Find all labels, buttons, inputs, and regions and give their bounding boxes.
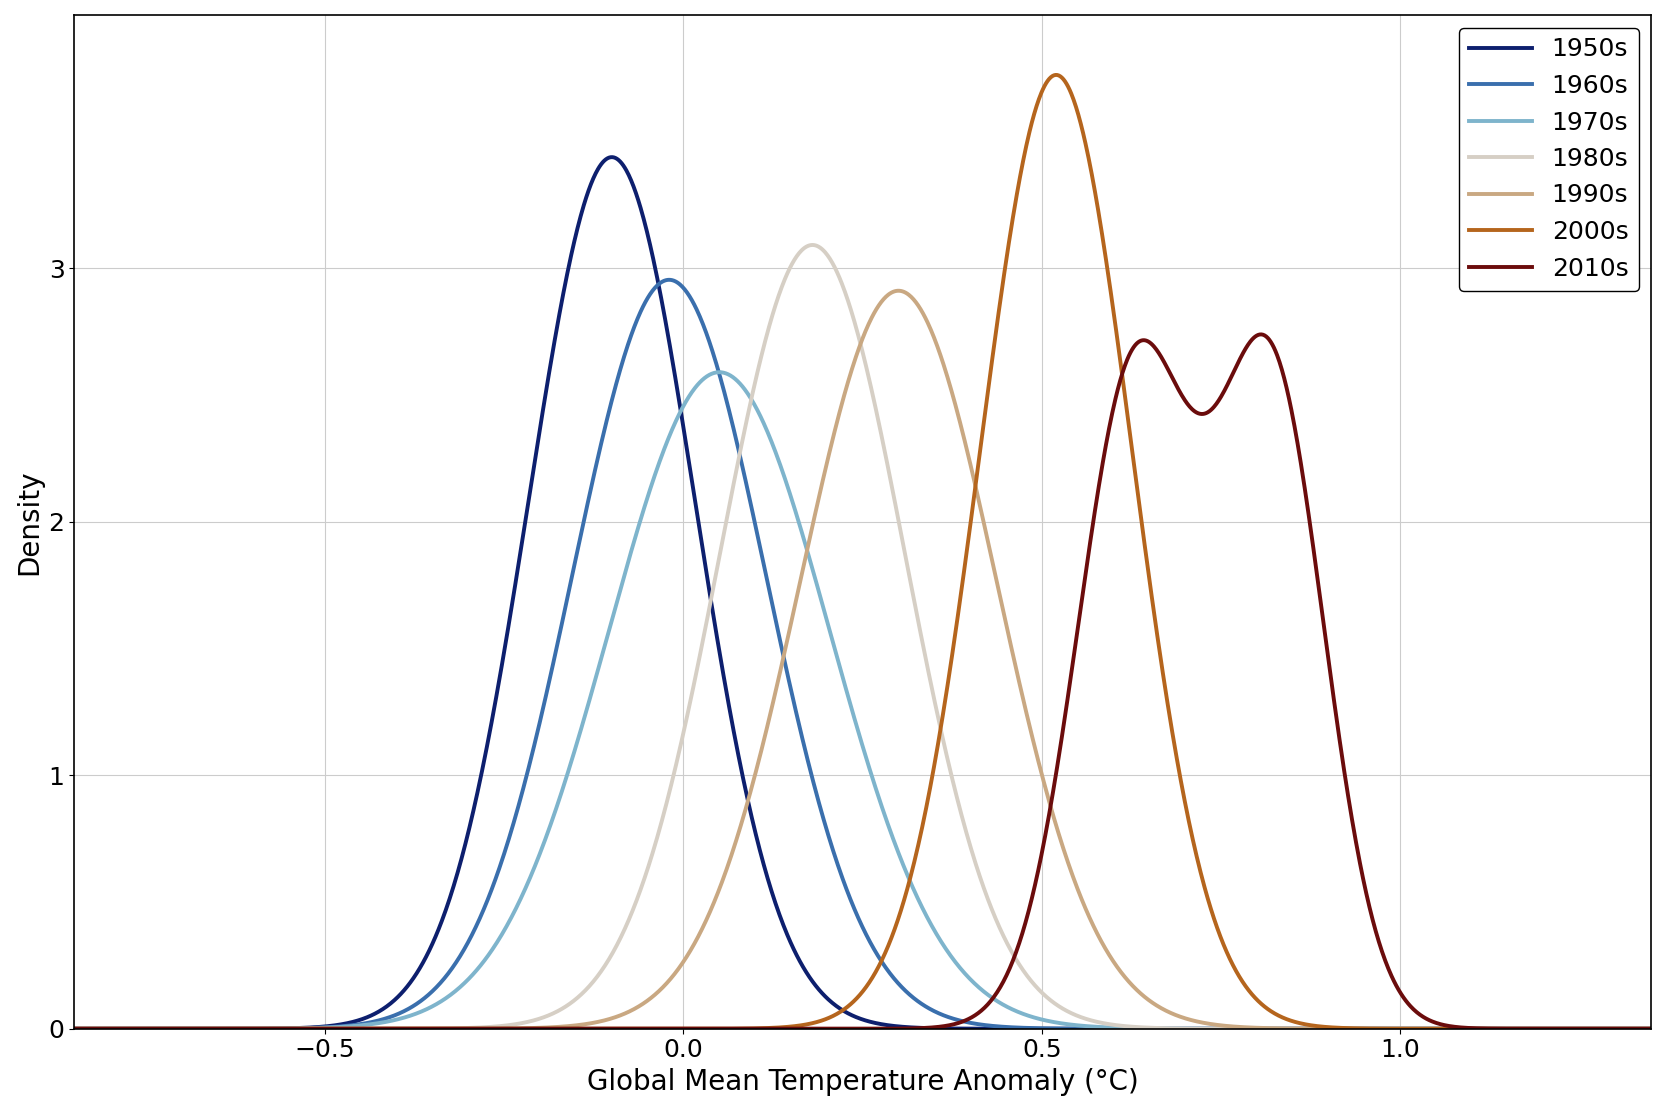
1960s: [1596, 1022, 1616, 1035]
Line: 2000s: 2000s: [75, 74, 1651, 1029]
1950s: [145, 1022, 165, 1035]
2010s: [1596, 1022, 1616, 1035]
1970s: [790, 519, 810, 532]
2000s: [65, 1022, 85, 1035]
1950s: [790, 954, 810, 968]
1960s: [660, 273, 680, 287]
2000s: [145, 1022, 165, 1035]
1970s: [65, 1022, 85, 1035]
1950s: [65, 1022, 85, 1035]
Line: 1980s: 1980s: [75, 244, 1651, 1029]
X-axis label: Global Mean Temperature Anomaly (°C): Global Mean Temperature Anomaly (°C): [586, 1068, 1138, 1095]
1990s: [831, 400, 851, 413]
1990s: [1641, 1022, 1661, 1035]
1980s: [790, 247, 810, 260]
2000s: [1596, 1022, 1616, 1035]
1980s: [65, 1022, 85, 1035]
Line: 1970s: 1970s: [75, 372, 1651, 1029]
1990s: [1306, 1022, 1326, 1035]
1970s: [1596, 1022, 1616, 1035]
2000s: [1306, 1020, 1326, 1033]
2010s: [1596, 1022, 1616, 1035]
1990s: [888, 284, 908, 298]
2000s: [790, 1019, 810, 1032]
1970s: [145, 1022, 165, 1035]
1980s: [145, 1022, 165, 1035]
2000s: [1046, 68, 1066, 81]
1990s: [145, 1022, 165, 1035]
2010s: [1306, 564, 1326, 578]
1990s: [790, 580, 810, 593]
Y-axis label: Density: Density: [15, 469, 43, 574]
1990s: [1596, 1022, 1616, 1035]
1990s: [65, 1022, 85, 1035]
1970s: [831, 668, 851, 681]
1960s: [1306, 1022, 1326, 1035]
1950s: [1306, 1022, 1326, 1035]
2000s: [1596, 1022, 1616, 1035]
1990s: [1596, 1022, 1616, 1035]
1960s: [1596, 1022, 1616, 1035]
1980s: [1641, 1022, 1661, 1035]
1950s: [1596, 1022, 1616, 1035]
1970s: [1641, 1022, 1661, 1035]
2010s: [65, 1022, 85, 1035]
Line: 1960s: 1960s: [75, 280, 1651, 1029]
2010s: [790, 1022, 810, 1035]
Line: 1990s: 1990s: [75, 291, 1651, 1029]
1980s: [1306, 1022, 1326, 1035]
1970s: [1596, 1022, 1616, 1035]
1980s: [1596, 1022, 1616, 1035]
1960s: [145, 1022, 165, 1035]
1950s: [1641, 1022, 1661, 1035]
2000s: [831, 1004, 851, 1018]
2010s: [1641, 1022, 1661, 1035]
Line: 2010s: 2010s: [75, 334, 1651, 1029]
2010s: [1251, 328, 1271, 341]
2010s: [831, 1022, 851, 1035]
1970s: [710, 366, 730, 379]
1980s: [831, 277, 851, 290]
1950s: [831, 1003, 851, 1017]
Line: 1950s: 1950s: [75, 157, 1651, 1029]
1980s: [1596, 1022, 1616, 1035]
1970s: [1306, 1022, 1326, 1035]
1950s: [601, 150, 621, 163]
1960s: [1641, 1022, 1661, 1035]
2010s: [145, 1022, 165, 1035]
1960s: [790, 722, 810, 735]
1960s: [65, 1022, 85, 1035]
2000s: [1641, 1022, 1661, 1035]
1980s: [803, 238, 823, 251]
1950s: [1596, 1022, 1616, 1035]
1960s: [831, 870, 851, 883]
Legend: 1950s, 1960s, 1970s, 1980s, 1990s, 2000s, 2010s: 1950s, 1960s, 1970s, 1980s, 1990s, 2000s…: [1459, 28, 1638, 290]
